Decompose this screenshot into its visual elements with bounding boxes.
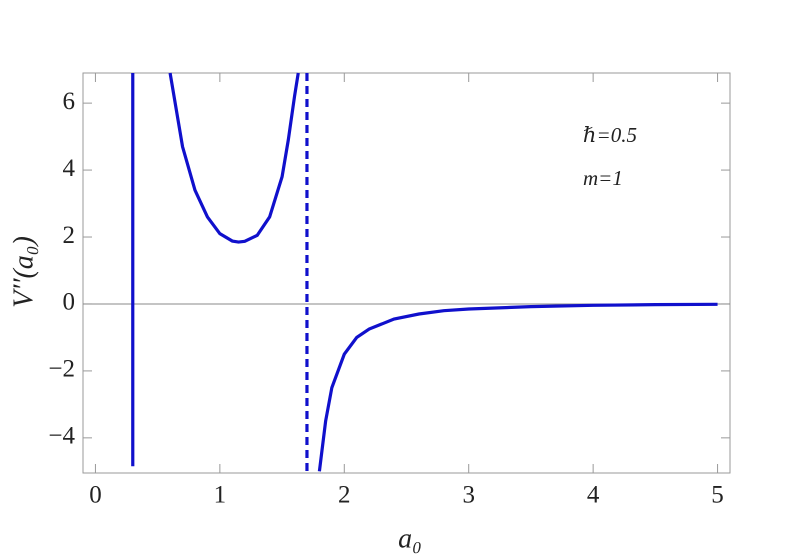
x-axis-title: a₀ — [398, 523, 422, 554]
x-tick-label: 2 — [338, 482, 351, 509]
y-tick-label: 6 — [63, 88, 76, 115]
x-tick-label: 1 — [214, 482, 227, 509]
y-tick-label: 4 — [63, 155, 76, 182]
annotation: m=1 — [583, 166, 623, 190]
x-tick-label: 3 — [462, 482, 475, 509]
y-axis-title: V′′(a₀) — [8, 236, 39, 308]
y-tick-label: 2 — [63, 222, 76, 249]
y-tick-label: 0 — [63, 289, 76, 316]
x-tick-label: 4 — [587, 482, 600, 509]
x-tick-label: 0 — [89, 482, 102, 509]
x-tick-label: 5 — [711, 482, 724, 509]
annotation: ℏ=0.5 — [583, 123, 637, 147]
y-tick-label: −2 — [48, 356, 75, 383]
y-tick-label: −4 — [48, 423, 75, 450]
curve — [317, 302, 718, 472]
curve — [168, 72, 300, 244]
plot-frame — [82, 72, 731, 474]
